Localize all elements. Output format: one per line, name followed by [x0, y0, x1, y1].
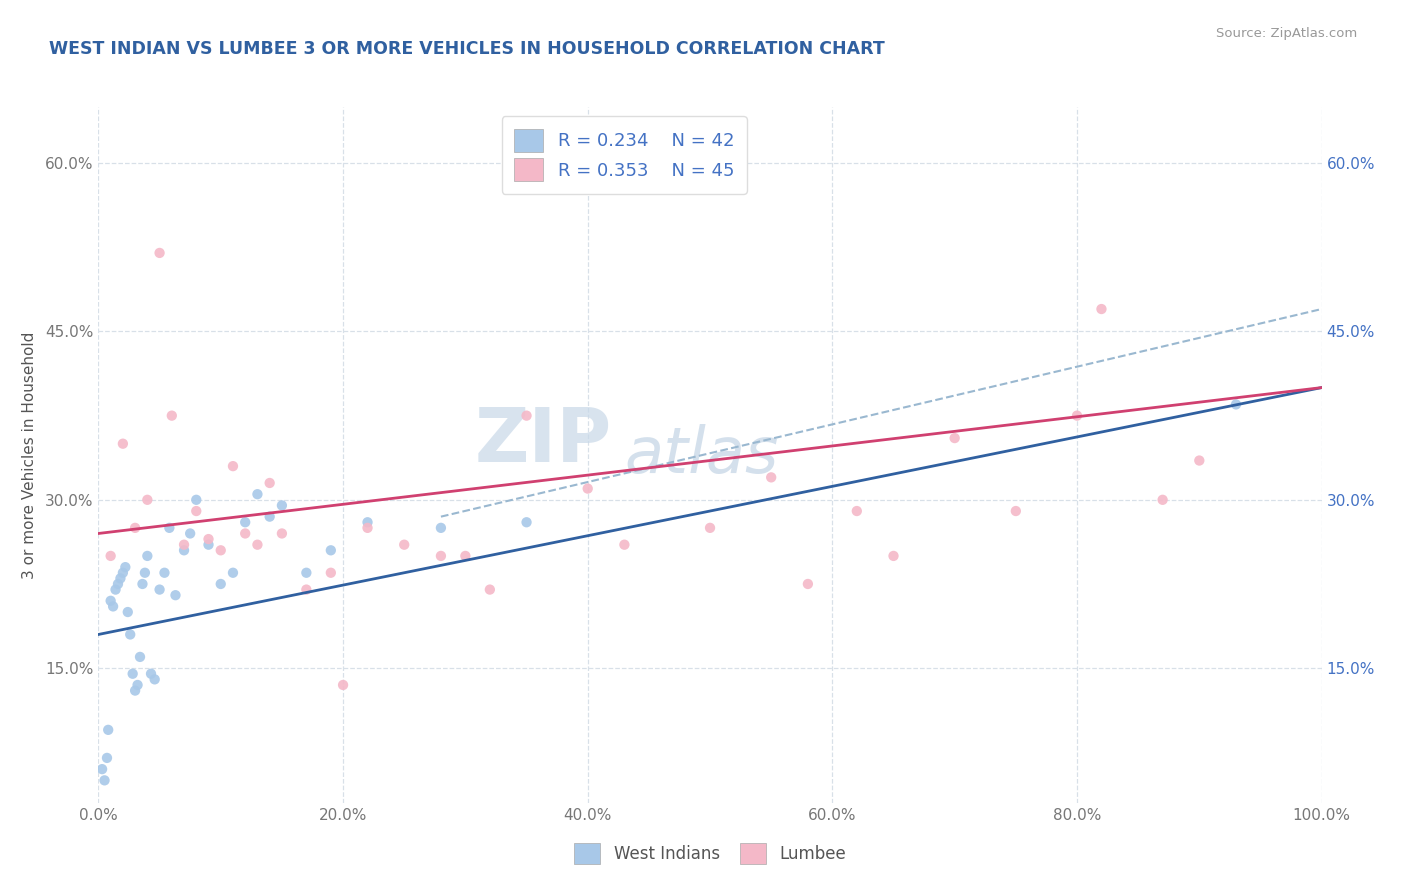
Point — [149, 246, 172, 260]
Text: Source: ZipAtlas.com: Source: ZipAtlas.com — [1216, 27, 1357, 40]
Text: ZIP: ZIP — [475, 404, 612, 477]
Point — [259, 509, 281, 524]
Point — [295, 566, 318, 580]
Point — [131, 577, 153, 591]
Point — [121, 666, 143, 681]
Point — [101, 599, 124, 614]
Point — [209, 577, 232, 591]
Point — [332, 678, 354, 692]
Point — [222, 459, 245, 474]
Point — [111, 436, 134, 450]
Point — [100, 549, 122, 563]
Point — [270, 526, 294, 541]
Point — [222, 566, 245, 580]
Point — [430, 521, 453, 535]
Point — [117, 605, 139, 619]
Point — [124, 521, 146, 535]
Point — [246, 487, 269, 501]
Legend: West Indians, Lumbee: West Indians, Lumbee — [567, 837, 853, 871]
Point — [91, 762, 114, 776]
Point — [100, 594, 122, 608]
Point — [1152, 492, 1174, 507]
Point — [139, 666, 162, 681]
Point — [110, 571, 132, 585]
Point — [114, 560, 136, 574]
Point — [1066, 409, 1088, 423]
Point — [797, 577, 820, 591]
Point — [209, 543, 232, 558]
Point — [179, 526, 201, 541]
Point — [149, 582, 172, 597]
Point — [129, 649, 152, 664]
Point — [197, 532, 219, 546]
Point — [127, 678, 149, 692]
Point — [478, 582, 501, 597]
Text: WEST INDIAN VS LUMBEE 3 OR MORE VEHICLES IN HOUSEHOLD CORRELATION CHART: WEST INDIAN VS LUMBEE 3 OR MORE VEHICLES… — [49, 40, 884, 58]
Point — [1004, 504, 1026, 518]
Point — [259, 475, 281, 490]
Point — [319, 566, 342, 580]
Point — [1188, 453, 1211, 467]
Point — [761, 470, 783, 484]
Point — [454, 549, 477, 563]
Text: atlas: atlas — [624, 424, 779, 486]
Y-axis label: 3 or more Vehicles in Household: 3 or more Vehicles in Household — [21, 331, 37, 579]
Point — [153, 566, 176, 580]
Point — [104, 582, 127, 597]
Point — [356, 515, 378, 529]
Point — [392, 538, 416, 552]
Point — [1090, 301, 1112, 316]
Point — [96, 751, 118, 765]
Point — [186, 504, 208, 518]
Point — [319, 543, 342, 558]
Point — [270, 499, 294, 513]
Point — [233, 526, 256, 541]
Point — [136, 549, 159, 563]
Point — [111, 566, 134, 580]
Point — [613, 538, 636, 552]
Point — [430, 549, 453, 563]
Point — [356, 521, 378, 535]
Point — [143, 673, 166, 687]
Point — [186, 492, 208, 507]
Point — [157, 521, 180, 535]
Point — [516, 409, 538, 423]
Point — [97, 723, 120, 737]
Point — [943, 431, 966, 445]
Point — [845, 504, 868, 518]
Point — [173, 543, 195, 558]
Point — [576, 482, 599, 496]
Point — [160, 409, 183, 423]
Point — [124, 683, 146, 698]
Point — [699, 521, 721, 535]
Point — [165, 588, 187, 602]
Point — [1225, 397, 1247, 411]
Point — [233, 515, 256, 529]
Point — [516, 515, 538, 529]
Point — [136, 492, 159, 507]
Point — [197, 538, 219, 552]
Point — [120, 627, 142, 641]
Point — [883, 549, 905, 563]
Point — [93, 773, 115, 788]
Point — [173, 538, 195, 552]
Point — [295, 582, 318, 597]
Point — [107, 577, 129, 591]
Point — [246, 538, 269, 552]
Point — [134, 566, 156, 580]
